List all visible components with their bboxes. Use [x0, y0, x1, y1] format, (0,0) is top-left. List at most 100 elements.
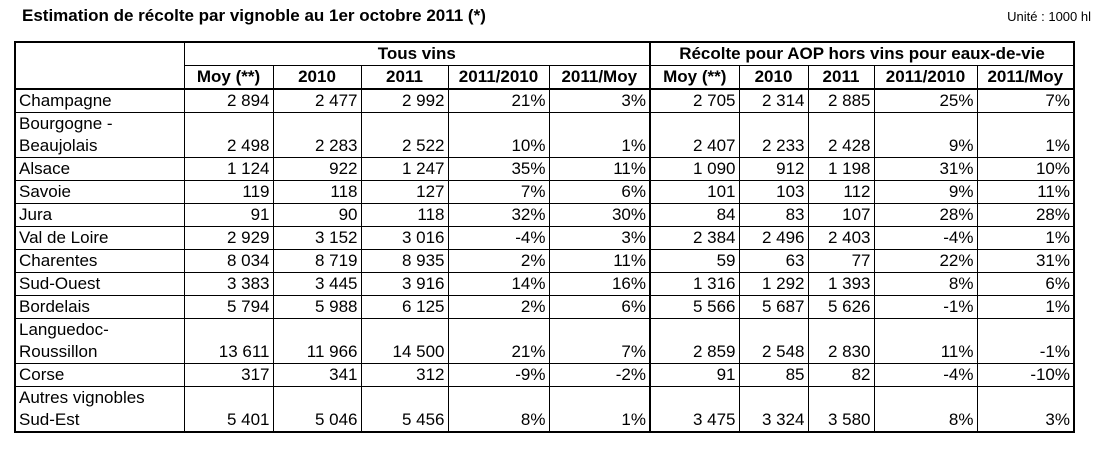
- column-header: 2010: [272, 65, 362, 90]
- column-header: 2010: [738, 65, 809, 90]
- table-cell: 2 403: [807, 226, 875, 250]
- column-header: 2011/2010: [873, 65, 978, 90]
- table-cell: 59: [649, 249, 740, 273]
- row-label: Bordelais: [14, 295, 185, 319]
- table-cell: -9%: [447, 363, 550, 387]
- table-cell: -1%: [873, 295, 978, 319]
- table-cell: 3%: [976, 386, 1075, 433]
- table-cell: 2 830: [807, 318, 875, 364]
- table-cell: 2 929: [183, 226, 274, 250]
- table-cell: 103: [738, 180, 809, 204]
- table-cell: 2 283: [272, 112, 362, 158]
- table-cell: 1%: [976, 295, 1075, 319]
- table-cell: 2 548: [738, 318, 809, 364]
- table-row: Languedoc-Roussillon 13 611 11 966 14 500 21…: [14, 318, 1075, 364]
- table-cell: 2 428: [807, 112, 875, 158]
- table-cell: 3 580: [807, 386, 875, 433]
- table-cell: 118: [360, 203, 449, 227]
- table-cell: 6%: [976, 272, 1075, 296]
- table-cell: 10%: [976, 157, 1075, 181]
- table-row: Jura 91 90 118 32% 30% 84 83 107 28% 28%: [14, 203, 1075, 227]
- table-cell: 35%: [447, 157, 550, 181]
- table-cell: 21%: [447, 89, 550, 113]
- table-cell: 8%: [873, 272, 978, 296]
- table-cell: 83: [738, 203, 809, 227]
- table-cell: 3 445: [272, 272, 362, 296]
- table-cell: 8%: [447, 386, 550, 433]
- table-cell: 6%: [548, 295, 651, 319]
- group-header-all-wines: Tous vins: [183, 41, 651, 66]
- column-header: 2011: [360, 65, 449, 90]
- table-cell: 91: [183, 203, 274, 227]
- table-cell: 30%: [548, 203, 651, 227]
- table-cell: 8%: [873, 386, 978, 433]
- row-label: Corse: [14, 363, 185, 387]
- table-row: Sud-Ouest 3 383 3 445 3 916 14% 16% 1 316 1 292…: [14, 272, 1075, 296]
- unit-label: Unité : 1000 hl: [1007, 9, 1091, 24]
- table-cell: 127: [360, 180, 449, 204]
- table-cell: 1 090: [649, 157, 740, 181]
- row-label: Autres vignobles Sud-Est: [14, 386, 185, 433]
- table-cell: 8 935: [360, 249, 449, 273]
- corner-cell: [14, 41, 185, 66]
- group-header-row: Tous vins Récolte pour AOP hors vins pou…: [14, 41, 1075, 66]
- table-cell: 1 292: [738, 272, 809, 296]
- table-cell: 912: [738, 157, 809, 181]
- table-cell: 11%: [873, 318, 978, 364]
- row-label: Val de Loire: [14, 226, 185, 250]
- table-cell: -1%: [976, 318, 1075, 364]
- table-cell: 7%: [447, 180, 550, 204]
- table-cell: 1 316: [649, 272, 740, 296]
- table-cell: 3 324: [738, 386, 809, 433]
- table-cell: 31%: [873, 157, 978, 181]
- table-cell: -2%: [548, 363, 651, 387]
- table-cell: 107: [807, 203, 875, 227]
- table-row: Bordelais 5 794 5 988 6 125 2% 6% 5 566 5 687 5 …: [14, 295, 1075, 319]
- table-row: Val de Loire 2 929 3 152 3 016 -4% 3% 2 384 2 4…: [14, 226, 1075, 250]
- table-cell: 10%: [447, 112, 550, 158]
- table-cell: 5 988: [272, 295, 362, 319]
- table-cell: 3 475: [649, 386, 740, 433]
- table-cell: 32%: [447, 203, 550, 227]
- row-label: Champagne: [14, 89, 185, 113]
- table-cell: 5 566: [649, 295, 740, 319]
- table-cell: 25%: [873, 89, 978, 113]
- table-cell: 5 794: [183, 295, 274, 319]
- table-cell: 2 477: [272, 89, 362, 113]
- table-body: Champagne 2 894 2 477 2 992 21% 3% 2 705 2 314 2…: [14, 89, 1075, 433]
- table-cell: 11%: [548, 249, 651, 273]
- row-label: Bourgogne - Beaujolais: [14, 112, 185, 158]
- table-cell: 2 314: [738, 89, 809, 113]
- table-cell: 3 916: [360, 272, 449, 296]
- table-cell: 2 407: [649, 112, 740, 158]
- row-label: Jura: [14, 203, 185, 227]
- table-cell: 2 233: [738, 112, 809, 158]
- table-cell: 2 496: [738, 226, 809, 250]
- table-row: Champagne 2 894 2 477 2 992 21% 3% 2 705 2 314 2…: [14, 89, 1075, 113]
- table-cell: 118: [272, 180, 362, 204]
- table-cell: 312: [360, 363, 449, 387]
- table-cell: 11%: [976, 180, 1075, 204]
- table-cell: 84: [649, 203, 740, 227]
- table-cell: 2 859: [649, 318, 740, 364]
- table-cell: 3 016: [360, 226, 449, 250]
- table-cell: 6%: [548, 180, 651, 204]
- table-cell: 1 198: [807, 157, 875, 181]
- table-cell: 922: [272, 157, 362, 181]
- column-header: 2011/Moy: [548, 65, 651, 90]
- group-header-aop: Récolte pour AOP hors vins pour eaux-de-…: [649, 41, 1075, 66]
- column-header: 2011/Moy: [976, 65, 1075, 90]
- column-header: 2011: [807, 65, 875, 90]
- table-cell: 90: [272, 203, 362, 227]
- table-cell: 341: [272, 363, 362, 387]
- table-cell: 101: [649, 180, 740, 204]
- table-row: Charentes 8 034 8 719 8 935 2% 11% 59 63 77 22% 31…: [14, 249, 1075, 273]
- row-label: Alsace: [14, 157, 185, 181]
- table-cell: 2 705: [649, 89, 740, 113]
- table-cell: 6 125: [360, 295, 449, 319]
- table-cell: 112: [807, 180, 875, 204]
- table-cell: 1%: [548, 386, 651, 433]
- table-cell: 2 498: [183, 112, 274, 158]
- table-cell: 3 152: [272, 226, 362, 250]
- table-row: Alsace 1 124 922 1 247 35% 11% 1 090 912 1 198 31…: [14, 157, 1075, 181]
